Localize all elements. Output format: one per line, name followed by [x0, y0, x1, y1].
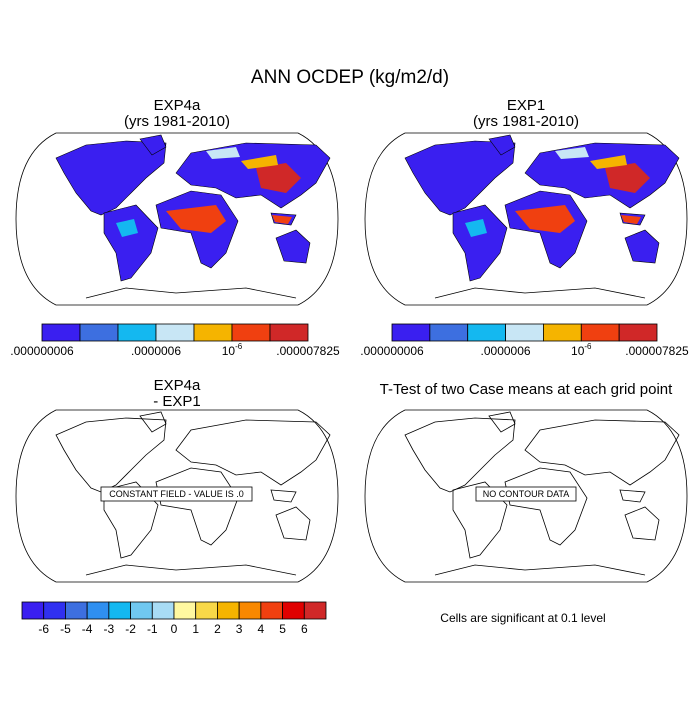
colorbar-box [467, 323, 506, 342]
coastline [85, 287, 297, 299]
colorbar-box [108, 601, 131, 620]
panel-title: EXP4a [154, 97, 201, 114]
label-base: 10 [222, 344, 236, 358]
colorbar-label: -5 [60, 622, 71, 636]
colorbar-label: -4 [82, 622, 93, 636]
colorbar-box [43, 601, 66, 620]
colorbar-label: 10-6 [222, 342, 243, 358]
coastline [55, 411, 331, 559]
colorbar-box [580, 323, 620, 342]
colorbar-box [155, 323, 195, 342]
colorbar-label: .0000006 [131, 344, 181, 358]
colorbar-box [86, 601, 110, 620]
map-panel [364, 132, 688, 306]
colorbar-box [195, 601, 218, 620]
note-box [475, 486, 577, 502]
caption: Cells are significant at 0.1 level [440, 611, 605, 625]
coastline [434, 287, 646, 299]
colorbar-box [543, 323, 582, 342]
colorbar-box [79, 323, 119, 342]
note: CONSTANT FIELD - VALUE IS .0 [109, 489, 244, 499]
colorbar-label: 1 [192, 622, 199, 636]
colorbar-box [260, 601, 283, 620]
colorbar-box [391, 323, 431, 342]
colorbar-box [429, 323, 469, 342]
map-panel [15, 132, 339, 306]
colorbar-box [193, 323, 233, 342]
coastline [85, 564, 297, 576]
colorbar-box [117, 323, 157, 342]
colorbar: -6 -5 -4 -3 -2 -1 0 1 2 3 4 5 6 [21, 601, 327, 636]
note-box [100, 486, 253, 502]
panel-subtitle: (yrs 1981-2010) [124, 113, 230, 130]
panel-title: EXP1 [507, 97, 545, 114]
colorbar-label: 4 [258, 622, 265, 636]
colorbar-box [65, 601, 88, 620]
colorbar-label: 3 [236, 622, 243, 636]
colorbar-label: .0000006 [481, 344, 531, 358]
colorbar-box [282, 601, 305, 620]
colorbar-box [217, 601, 240, 620]
colorbar: .000000006 .0000006 10-6 .000007825 [10, 323, 340, 358]
colorbar-label: 10-6 [571, 342, 592, 358]
label-exponent: -6 [584, 342, 592, 351]
colorbar-box [21, 601, 45, 620]
note: NO CONTOUR DATA [483, 489, 570, 499]
colorbar-box [130, 601, 153, 620]
colorbar-box [618, 323, 658, 342]
colorbar-label: -6 [38, 622, 49, 636]
coastline [434, 564, 646, 576]
colorbar-box [269, 323, 309, 342]
figure-title: ANN OCDEP (kg/m2/d) [251, 67, 449, 88]
panel-title: T-Test of two Case means at each grid po… [380, 381, 673, 398]
colorbar-box [173, 601, 197, 620]
colorbar-box [238, 601, 262, 620]
colorbar-box [303, 601, 327, 620]
colorbar-label: .000007825 [625, 344, 689, 358]
panel-subtitle: (yrs 1981-2010) [473, 113, 579, 130]
panel-subtitle: - EXP1 [153, 393, 201, 410]
colorbar-label: .000000006 [360, 344, 424, 358]
colorbar-box [41, 323, 81, 342]
colorbar-label: .000000006 [10, 344, 74, 358]
colorbar-label: 5 [279, 622, 286, 636]
colorbar-box [151, 601, 175, 620]
colorbar-label: -1 [147, 622, 158, 636]
panel-title: EXP4a [154, 377, 201, 394]
colorbar-box [505, 323, 544, 342]
coastline [404, 411, 680, 559]
colorbar: .000000006 .0000006 10-6 .000007825 [360, 323, 689, 358]
colorbar-label: -2 [125, 622, 136, 636]
colorbar-label: 2 [214, 622, 221, 636]
colorbar-label: .000007825 [276, 344, 340, 358]
colorbar-box [231, 323, 271, 342]
colorbar-label: -3 [104, 622, 115, 636]
colorbar-label: 0 [171, 622, 178, 636]
label-exponent: -6 [235, 342, 243, 351]
label-base: 10 [571, 344, 585, 358]
colorbar-label: 6 [301, 622, 308, 636]
